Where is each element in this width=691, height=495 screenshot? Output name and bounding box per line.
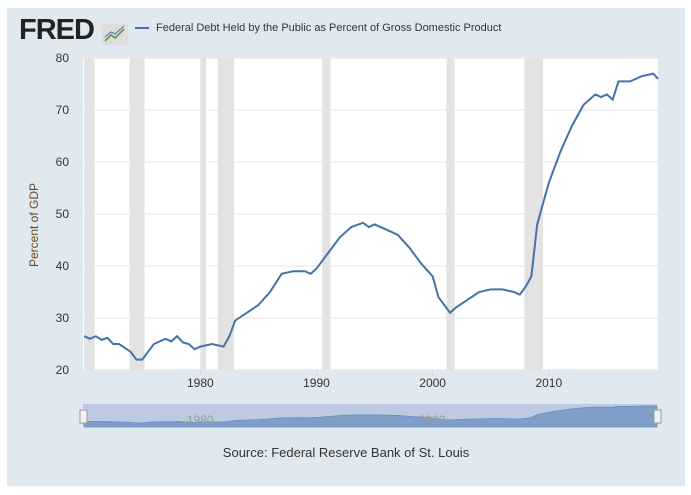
legend-item[interactable]: Federal Debt Held by the Public as Perce…	[135, 22, 501, 34]
x-tick-label: 1990	[303, 376, 330, 390]
y-tick-label: 60	[56, 155, 70, 169]
y-tick-label: 20	[56, 363, 70, 377]
source-text: Source: Federal Reserve Bank of St. Loui…	[222, 445, 470, 460]
x-tick-label: 2010	[535, 376, 562, 390]
navigator-handle[interactable]	[79, 409, 88, 424]
legend-swatch	[135, 27, 149, 29]
x-tick-label: 2000	[419, 376, 446, 390]
navigator-label: 2000	[419, 413, 446, 427]
x-tick-label: 1980	[187, 376, 214, 390]
legend-label: Federal Debt Held by the Public as Perce…	[156, 22, 502, 34]
navigator-series	[83, 405, 658, 428]
fred-logo[interactable]: FRED	[19, 14, 95, 46]
chart-logo-icon	[102, 24, 128, 45]
navigator-handle[interactable]	[653, 409, 662, 424]
y-tick-label: 80	[56, 51, 70, 65]
navigator-label: 1980	[187, 413, 214, 427]
series-line	[83, 72, 659, 361]
y-tick-label: 50	[56, 207, 70, 221]
y-tick-label: 70	[56, 103, 70, 117]
y-tick-label: 40	[56, 259, 70, 273]
y-tick-label: 30	[56, 311, 70, 325]
